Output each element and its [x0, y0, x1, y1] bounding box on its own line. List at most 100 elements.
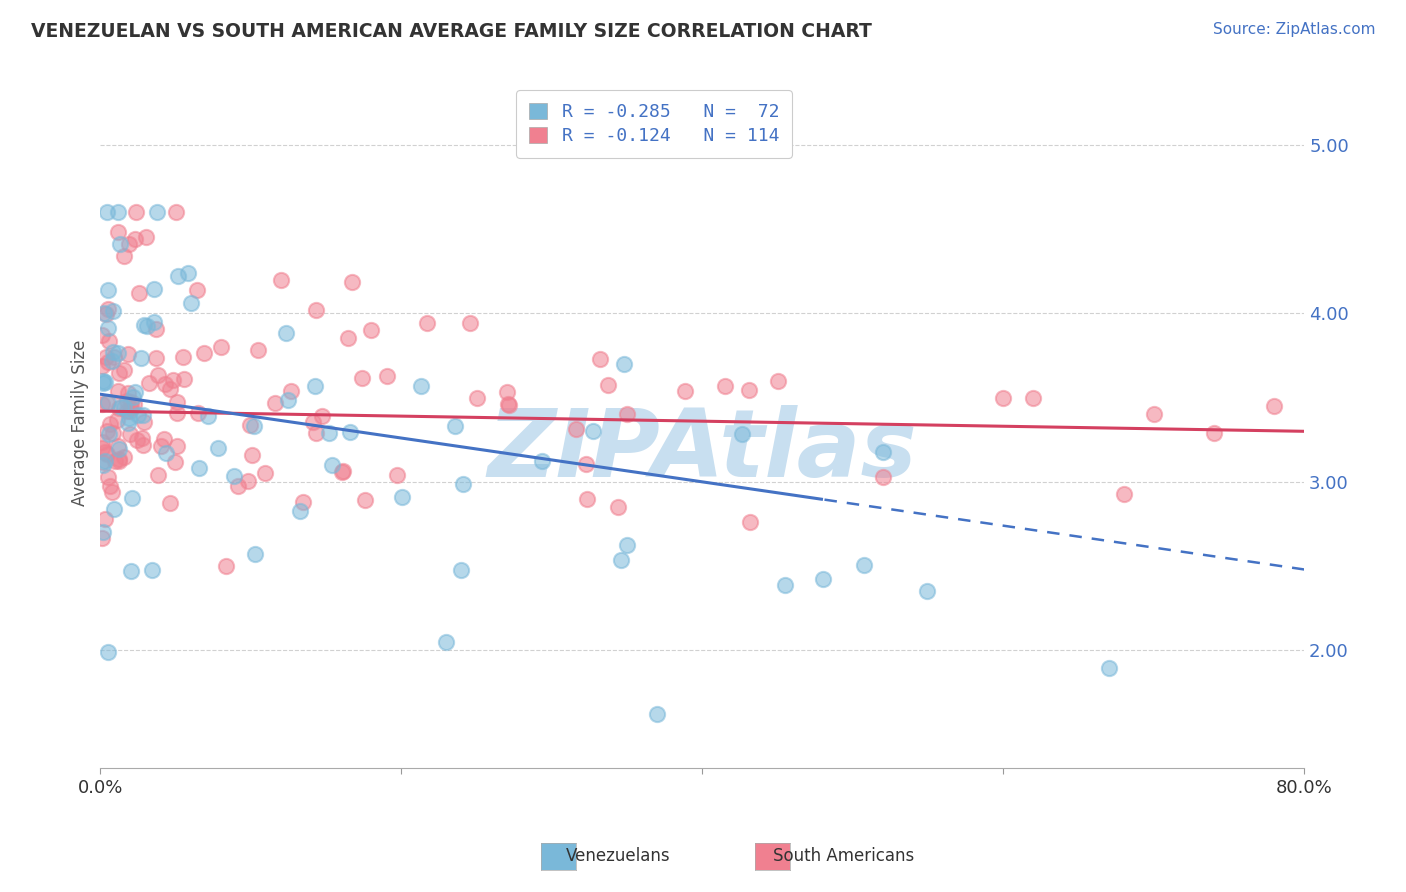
- Point: [1097, 660, 1119, 674]
- Point: [292, 494, 315, 508]
- Point: [731, 426, 754, 441]
- Point: [121, 401, 143, 415]
- Point: [103, 345, 125, 359]
- Point: [263, 396, 285, 410]
- Point: [166, 407, 188, 421]
- Point: [107, 205, 129, 219]
- Point: [97, 355, 120, 369]
- Point: [305, 303, 328, 318]
- Point: [177, 266, 200, 280]
- Point: [118, 237, 141, 252]
- Point: [108, 366, 131, 380]
- Point: [575, 457, 598, 471]
- Point: [222, 469, 245, 483]
- Point: [166, 395, 188, 409]
- Legend: R = -0.285   N =  72, R = -0.124   N = 114: R = -0.285 N = 72, R = -0.124 N = 114: [516, 90, 792, 158]
- Point: [101, 354, 124, 368]
- Point: [187, 406, 209, 420]
- Point: [444, 418, 467, 433]
- Point: [96, 350, 118, 364]
- Point: [416, 316, 439, 330]
- Point: [104, 453, 127, 467]
- Point: [336, 331, 359, 345]
- Point: [385, 467, 408, 482]
- Point: [107, 442, 129, 456]
- Point: [94, 307, 117, 321]
- Point: [318, 426, 340, 441]
- Point: [145, 351, 167, 365]
- Point: [150, 439, 173, 453]
- Point: [607, 500, 630, 514]
- Point: [117, 385, 139, 400]
- Point: [107, 452, 129, 467]
- Point: [645, 707, 668, 722]
- Point: [93, 453, 115, 467]
- Point: [118, 426, 141, 441]
- Point: [101, 426, 124, 441]
- Point: [304, 378, 326, 392]
- Point: [117, 416, 139, 430]
- Point: [246, 343, 269, 358]
- Point: [91, 435, 114, 450]
- Point: [128, 286, 150, 301]
- Point: [96, 424, 118, 438]
- Point: [131, 431, 153, 445]
- Point: [811, 573, 834, 587]
- Point: [112, 401, 135, 415]
- Point: [188, 460, 211, 475]
- Point: [450, 563, 472, 577]
- Point: [162, 373, 184, 387]
- Point: [115, 404, 138, 418]
- Point: [122, 397, 145, 411]
- Point: [465, 391, 488, 405]
- Point: [91, 397, 114, 411]
- Point: [93, 376, 115, 390]
- Point: [391, 490, 413, 504]
- Point: [90, 359, 112, 373]
- Point: [451, 477, 474, 491]
- Point: [100, 417, 122, 432]
- Point: [155, 446, 177, 460]
- Point: [582, 425, 605, 439]
- Text: Source: ZipAtlas.com: Source: ZipAtlas.com: [1212, 22, 1375, 37]
- Point: [127, 408, 149, 422]
- Point: [270, 273, 292, 287]
- Point: [377, 368, 399, 383]
- Point: [125, 205, 148, 219]
- Point: [112, 249, 135, 263]
- Point: [97, 470, 120, 484]
- Point: [302, 415, 325, 429]
- Point: [132, 438, 155, 452]
- Point: [330, 465, 353, 479]
- Point: [97, 302, 120, 317]
- Point: [124, 384, 146, 399]
- Point: [340, 275, 363, 289]
- Point: [243, 418, 266, 433]
- Point: [240, 449, 263, 463]
- Point: [121, 491, 143, 506]
- Point: [93, 375, 115, 389]
- Point: [436, 635, 458, 649]
- Point: [112, 363, 135, 377]
- Point: [98, 479, 121, 493]
- Point: [153, 432, 176, 446]
- Y-axis label: Average Family Size: Average Family Size: [72, 340, 89, 506]
- Point: [110, 237, 132, 252]
- Point: [616, 538, 638, 552]
- Point: [114, 450, 136, 465]
- Point: [360, 323, 382, 337]
- Point: [589, 351, 612, 366]
- Point: [125, 433, 148, 447]
- Point: [496, 397, 519, 411]
- Point: [209, 340, 232, 354]
- Point: [167, 269, 190, 284]
- Point: [108, 401, 131, 415]
- Point: [180, 296, 202, 310]
- Point: [93, 458, 115, 472]
- Point: [93, 525, 115, 540]
- Point: [105, 413, 128, 427]
- Point: [277, 393, 299, 408]
- Point: [165, 455, 187, 469]
- Point: [872, 470, 894, 484]
- Point: [146, 368, 169, 382]
